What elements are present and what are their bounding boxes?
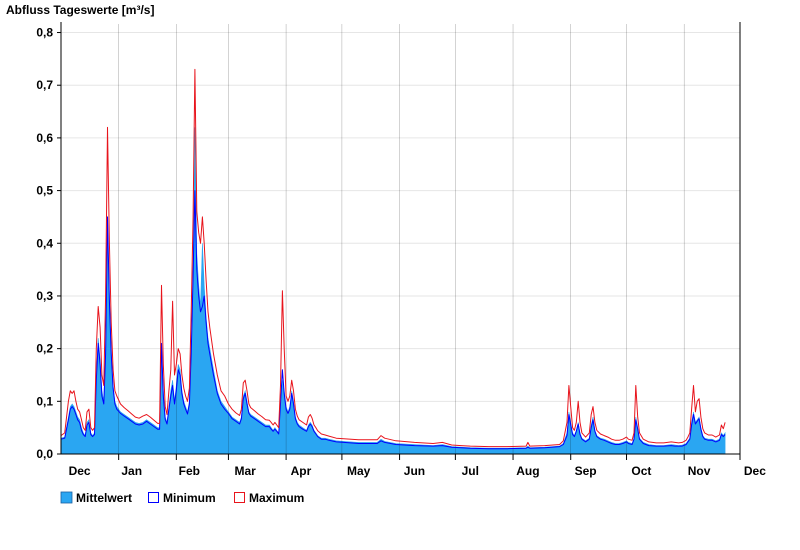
legend-item-maximum: Maximum [234, 491, 304, 505]
x-tick-label: Mar [234, 464, 256, 478]
legend: Mittelwert Minimum Maximum [60, 491, 304, 505]
legend-swatch-maximum [234, 492, 245, 503]
y-tick-label: 0,5 [36, 184, 53, 198]
x-tick-label: Oct [631, 464, 651, 478]
x-tick-label: Nov [688, 464, 711, 478]
x-tick-label: Dec [744, 464, 766, 478]
legend-item-minimum: Minimum [148, 491, 216, 505]
legend-swatch-mittelwert [60, 491, 73, 504]
x-tick-label: Jan [121, 464, 142, 478]
y-tick-label: 0,6 [36, 131, 53, 145]
x-tick-label: Feb [179, 464, 200, 478]
x-tick-labels: Dec Jan Feb Mar Apr May Jun Jul Aug Sep Oct Nov Dec [69, 464, 767, 478]
x-tick-label: Apr [291, 464, 312, 478]
y-tick-label: 0,3 [36, 289, 53, 303]
legend-label: Mittelwert [76, 491, 132, 505]
chart-title: Abfluss Tageswerte [m³/s] [6, 3, 154, 17]
month-separators [118, 24, 685, 454]
y-tick-label: 0,0 [36, 447, 53, 461]
x-tick-label: Aug [516, 464, 539, 478]
x-tick-label: May [347, 464, 371, 478]
legend-swatch-minimum [148, 492, 159, 503]
y-tick-label: 0,7 [36, 78, 53, 92]
y-tick-label: 0,2 [36, 342, 53, 356]
series-minimum-line [60, 190, 726, 450]
x-tick-label: Jun [404, 464, 425, 478]
y-tick-label: 0,4 [36, 236, 53, 250]
axes [57, 22, 741, 460]
series-line-layer [60, 68, 726, 450]
series-maximum-line [60, 68, 726, 448]
x-tick-label: Sep [575, 464, 597, 478]
legend-label: Maximum [249, 491, 304, 505]
legend-item-mittelwert: Mittelwert [60, 491, 132, 505]
y-tick-label: 0,1 [36, 394, 53, 408]
x-tick-label: Jul [462, 464, 479, 478]
legend-label: Minimum [163, 491, 216, 505]
y-tick-labels: 0,0 0,1 0,2 0,3 0,4 0,5 0,6 0,7 0,8 [36, 26, 53, 461]
x-tick-label: Dec [69, 464, 91, 478]
y-tick-label: 0,8 [36, 26, 53, 40]
